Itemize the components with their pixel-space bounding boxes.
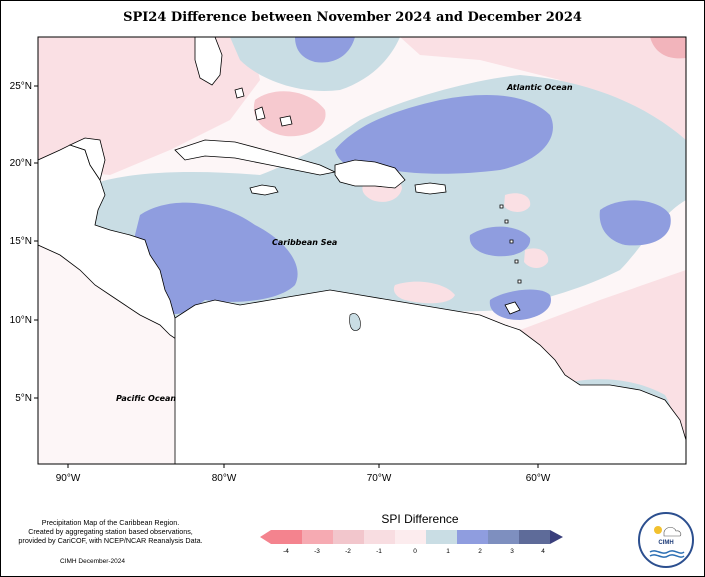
credit-line: Precipitation Map of the Caribbean Regio… (41, 518, 180, 527)
land-south-america (174, 289, 686, 464)
legend-tick: 2 (478, 548, 482, 555)
strong-positive-central-caribbean (134, 202, 298, 315)
legend-tick: 4 (541, 548, 545, 555)
legend-arrow-high (550, 530, 563, 544)
legend-tick: 1 (446, 548, 450, 555)
legend-swatch (457, 530, 488, 544)
spi-field (38, 37, 686, 464)
strong-positive-north-edge (295, 37, 355, 63)
legend-swatch (395, 530, 426, 544)
wave-icon (649, 554, 685, 558)
credit-line: provided by CariCOF, with NCEP/NCAR Rean… (18, 536, 203, 545)
credit-text: Precipitation Map of the Caribbean Regio… (18, 518, 203, 545)
legend-tick: -2 (345, 548, 351, 555)
land-cuba (174, 139, 337, 176)
legend-ticks: -4 -3 -2 -1 0 1 2 3 4 (283, 548, 545, 555)
land-puerto-rico (414, 182, 447, 195)
legend-colorbar (260, 530, 563, 544)
credit-date: CIMH December-2024 (60, 558, 126, 565)
lat-label: 10°N (10, 315, 32, 326)
negative-spot-east (524, 248, 549, 268)
map-title: SPI24 Difference between November 2024 a… (123, 10, 582, 25)
negative-spot-venezuela-coast (393, 281, 455, 304)
legend-title: SPI Difference (381, 512, 459, 526)
lat-label: 25°N (10, 81, 32, 92)
land-trinidad (504, 301, 521, 315)
label-pacific-ocean: Pacific Ocean (116, 394, 176, 403)
legend-swatch (426, 530, 457, 544)
land-central-america (38, 144, 211, 356)
cloud-icon (663, 527, 682, 537)
strong-positive-windwards (489, 289, 551, 320)
legend-swatch (302, 530, 333, 544)
longitude-axis: 90°W 80°W 70°W 60°W (56, 464, 551, 484)
legend-swatch (519, 530, 550, 544)
positive-zone-north (230, 37, 400, 91)
legend-swatch (364, 530, 395, 544)
label-atlantic-ocean: Atlantic Ocean (506, 83, 573, 92)
legend-tick: -4 (283, 548, 289, 555)
lon-label: 60°W (526, 473, 551, 484)
lat-label: 20°N (10, 158, 32, 169)
label-caribbean-sea: Caribbean Sea (272, 238, 337, 247)
legend-tick: -1 (376, 548, 382, 555)
sun-icon (654, 526, 662, 534)
cimh-logo: CIMH (638, 512, 694, 568)
strong-positive-atlantic (335, 95, 553, 174)
credit-line: Created by aggregating station based obs… (28, 527, 193, 536)
land-yucatan (68, 137, 106, 181)
strong-positive-leewards (469, 226, 531, 257)
negative-zone-northeast (400, 37, 686, 170)
lat-label: 5°N (15, 393, 32, 404)
latitude-axis: 25°N 20°N 15°N 10°N 5°N (10, 81, 38, 404)
negative-zone-ne-corner (650, 37, 686, 59)
lon-label: 80°W (212, 473, 237, 484)
legend-tick: -3 (314, 548, 320, 555)
legend-swatch (488, 530, 519, 544)
negative-spot-antilles (504, 193, 531, 212)
lon-label: 70°W (367, 473, 392, 484)
wave-icon (649, 550, 685, 554)
map-border (37, 36, 687, 465)
land-lesser-antilles (499, 204, 522, 284)
legend-tick: 0 (413, 548, 417, 555)
logo-graphic (649, 526, 685, 558)
legend-swatch (333, 530, 364, 544)
logo-text: CIMH (658, 540, 674, 546)
land (38, 37, 686, 464)
legend-tick: 3 (510, 548, 514, 555)
negative-zone-bahamas (253, 91, 326, 137)
lon-label: 90°W (56, 473, 81, 484)
legend-swatch (271, 530, 302, 544)
strong-positive-east-atlantic (599, 200, 671, 246)
land-hispaniola (334, 159, 406, 189)
legend-arrow-low (260, 530, 271, 544)
lat-label: 15°N (10, 236, 32, 247)
land-florida (194, 37, 223, 86)
land-jamaica (249, 184, 279, 196)
land-bahamas (234, 87, 293, 127)
lake-maracaibo (349, 313, 361, 331)
